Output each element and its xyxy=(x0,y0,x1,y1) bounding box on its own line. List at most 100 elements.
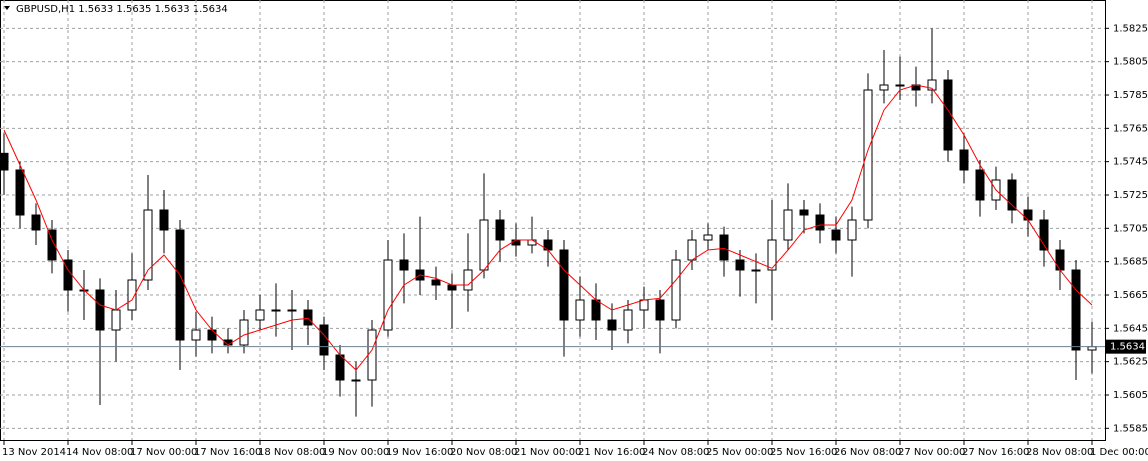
last-price-box xyxy=(1106,339,1146,354)
x-tick-label: 20 Nov 08:00 xyxy=(450,447,517,458)
y-tick-label: 1.5725 xyxy=(1113,190,1148,201)
candle-body xyxy=(607,319,617,331)
candle-body xyxy=(207,329,217,341)
candle-body xyxy=(655,299,665,321)
candle-body xyxy=(847,219,857,241)
candle-body xyxy=(0,152,9,171)
candle-body xyxy=(111,309,121,331)
candle-body xyxy=(31,214,41,231)
x-tick-label: 19 Nov 16:00 xyxy=(386,447,453,458)
candle-body xyxy=(575,299,585,321)
candle-body xyxy=(799,209,809,216)
x-tick-label: 1 Dec 00:00 xyxy=(1090,447,1148,458)
x-tick-label: 18 Nov 08:00 xyxy=(258,447,325,458)
x-tick-label: 26 Nov 08:00 xyxy=(834,447,901,458)
x-tick-label: 17 Nov 16:00 xyxy=(194,447,261,458)
candle-body xyxy=(367,329,377,381)
candle-body xyxy=(495,219,505,241)
candle-body xyxy=(15,169,25,216)
candle-body xyxy=(447,284,457,291)
candle-body xyxy=(719,234,729,261)
x-tick-label: 21 Nov 16:00 xyxy=(578,447,645,458)
candle-body xyxy=(895,84,905,87)
candle-body xyxy=(1055,249,1065,271)
x-tick-label: 27 Nov 00:00 xyxy=(898,447,965,458)
y-tick-label: 1.5585 xyxy=(1113,423,1148,434)
x-tick-label: 27 Nov 16:00 xyxy=(962,447,1029,458)
candle-body xyxy=(863,89,873,221)
candle-body xyxy=(127,279,137,311)
candle-body xyxy=(879,84,889,91)
y-tick-label: 1.5645 xyxy=(1113,323,1148,334)
y-tick-label: 1.5685 xyxy=(1113,257,1148,268)
candle-body xyxy=(239,319,249,346)
candle-body xyxy=(95,289,105,331)
x-tick-label: 17 Nov 00:00 xyxy=(130,447,197,458)
y-tick-label: 1.5785 xyxy=(1113,90,1148,101)
candle-body xyxy=(703,234,713,241)
x-tick-label: 28 Nov 08:00 xyxy=(1026,447,1093,458)
candle-body xyxy=(527,239,537,246)
candle-body xyxy=(767,239,777,271)
candle-body xyxy=(335,354,345,381)
candle-body xyxy=(383,259,393,331)
y-tick-label: 1.5705 xyxy=(1113,223,1148,234)
candle-body xyxy=(463,269,473,291)
candle-body xyxy=(975,169,985,201)
candle-body xyxy=(815,214,825,231)
x-tick-label: 25 Nov 00:00 xyxy=(706,447,773,458)
candle-body xyxy=(927,79,937,91)
candle-body xyxy=(143,209,153,281)
candle-body xyxy=(399,259,409,271)
candle-body xyxy=(511,239,521,246)
candle-body xyxy=(287,309,297,312)
x-tick-label: 24 Nov 08:00 xyxy=(642,447,709,458)
candle-body xyxy=(559,249,569,321)
x-tick-label: 19 Nov 00:00 xyxy=(322,447,389,458)
candle-body xyxy=(735,259,745,271)
menu-arrow[interactable] xyxy=(4,6,10,10)
candle-body xyxy=(255,309,265,321)
y-tick-label: 1.5805 xyxy=(1113,57,1148,68)
x-tick-label: 13 Nov 2014 xyxy=(2,447,66,458)
candle-body xyxy=(1039,219,1049,251)
moving-average xyxy=(3,84,1093,371)
y-tick-label: 1.5745 xyxy=(1113,157,1148,168)
candle-body xyxy=(591,299,601,321)
x-tick-label: 25 Nov 16:00 xyxy=(770,447,837,458)
candle-body xyxy=(831,229,841,241)
candle-body xyxy=(479,219,489,271)
y-tick-label: 1.5625 xyxy=(1113,357,1148,368)
candle-body xyxy=(159,209,169,231)
y-tick-label: 1.5825 xyxy=(1113,23,1148,34)
candle-body xyxy=(319,324,329,356)
candle-body xyxy=(943,79,953,151)
candle-body xyxy=(639,299,649,311)
candle-body xyxy=(671,259,681,321)
chart-title: GBPUSD,H1 1.5633 1.5635 1.5633 1.5634 xyxy=(16,4,228,15)
x-tick-label: 21 Nov 00:00 xyxy=(514,447,581,458)
candle-body xyxy=(623,309,633,331)
candle-body xyxy=(1071,269,1081,351)
y-tick-label: 1.5665 xyxy=(1113,290,1148,301)
y-tick-label: 1.5605 xyxy=(1113,390,1148,401)
x-tick-label: 14 Nov 08:00 xyxy=(66,447,133,458)
y-tick-label: 1.5765 xyxy=(1113,123,1148,134)
candle-body xyxy=(431,279,441,286)
candle-body xyxy=(175,229,185,341)
candle-body xyxy=(1007,179,1017,211)
candle-body xyxy=(271,309,281,312)
last-price-label: 1.5634 xyxy=(1110,342,1145,353)
candle-body xyxy=(783,209,793,241)
candle-body xyxy=(191,329,201,341)
candle-body xyxy=(303,309,313,326)
plot-frame xyxy=(0,0,1106,441)
candle-body xyxy=(687,239,697,261)
candle-body xyxy=(751,269,761,272)
candle-body xyxy=(351,379,361,382)
candle-body xyxy=(1023,209,1033,221)
candle-body xyxy=(47,229,57,261)
